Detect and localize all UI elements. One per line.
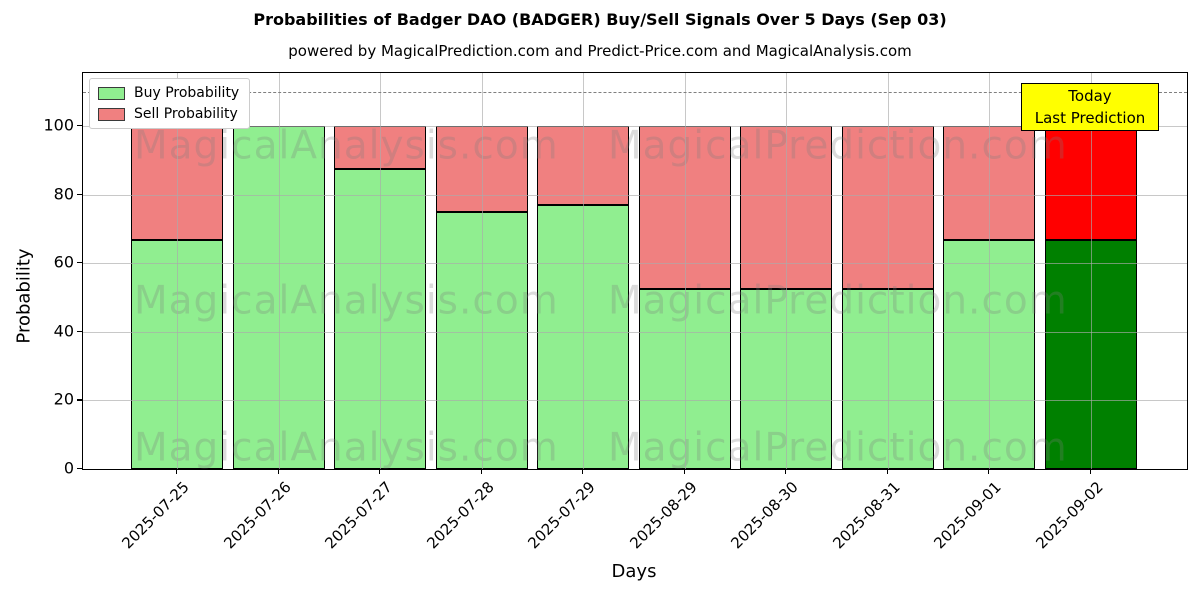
grid-line-v <box>583 73 584 469</box>
y-tick-label: 40 <box>53 321 74 341</box>
x-tick-mark <box>480 469 482 474</box>
y-tick-label: 60 <box>53 252 74 272</box>
bar-segment-sell-2025-08-31 <box>841 126 934 290</box>
x-tick-label: 2025-07-26 <box>219 478 295 553</box>
bar-segment-buy-2025-07-27 <box>334 169 426 469</box>
today-annotation-line1: Today <box>1068 87 1112 105</box>
bar-segment-buy-2025-08-29 <box>638 289 731 469</box>
y-tick-label: 80 <box>53 184 74 204</box>
grid-line-v <box>481 73 483 469</box>
bar-segment-sell-2025-07-27 <box>334 126 426 169</box>
grid-line-h <box>83 263 1187 265</box>
y-tick-mark <box>77 399 82 401</box>
sell-swatch <box>98 107 125 121</box>
x-tick-label: 2025-08-30 <box>727 478 802 553</box>
grid-line-h <box>83 400 1187 402</box>
grid-line-v <box>177 73 178 469</box>
x-axis-title: Days <box>611 561 657 582</box>
x-tick-mark <box>988 469 990 474</box>
chart-title: Probabilities of Badger DAO (BADGER) Buy… <box>253 10 947 29</box>
watermark-layer: MagicalAnalysis.com MagicalPrediction.com… <box>83 73 1187 471</box>
x-tick-label: 2025-07-29 <box>524 478 599 553</box>
bar-segment-buy-2025-07-28 <box>435 211 528 469</box>
x-tick-mark <box>379 469 381 474</box>
watermark-text: MagicalAnalysis.com <box>134 123 559 169</box>
legend: Buy Probability Sell Probability <box>89 78 251 129</box>
y-tick-mark <box>77 468 82 470</box>
y-tick-label: 100 <box>43 115 74 135</box>
grid-line-v <box>786 73 787 469</box>
x-tick-label: 2025-09-01 <box>930 478 1005 553</box>
grid-line-v <box>887 73 889 469</box>
grid-line-v <box>278 73 280 469</box>
y-tick-label: 0 <box>63 458 74 478</box>
watermark-text: MagicalPrediction.com <box>608 425 1068 471</box>
bar-segment-buy-2025-07-25 <box>131 240 223 469</box>
legend-label-sell: Sell Probability <box>134 106 238 122</box>
grid-line-v <box>380 73 381 469</box>
watermark-text: MagicalPrediction.com <box>608 123 1068 169</box>
x-tick-label: 2025-08-29 <box>625 478 701 553</box>
watermark-text: MagicalAnalysis.com <box>134 425 559 471</box>
x-tick-mark <box>176 469 178 474</box>
grid-line-h <box>83 194 1187 196</box>
x-tick-mark <box>1089 469 1091 474</box>
x-tick-mark <box>886 469 888 474</box>
legend-item-buy: Buy Probability <box>98 85 239 101</box>
bar-segment-sell-2025-08-29 <box>638 126 731 290</box>
buy-swatch <box>98 86 125 100</box>
watermark-text: MagicalPrediction.com <box>608 278 1068 324</box>
y-tick-mark <box>77 193 82 195</box>
x-tick-mark <box>277 469 279 474</box>
y-tick-mark <box>77 262 82 264</box>
x-tick-mark <box>785 469 787 474</box>
x-tick-label: 2025-08-31 <box>828 478 904 553</box>
y-tick-mark <box>77 125 82 127</box>
bar-segment-sell-2025-07-25 <box>131 126 223 241</box>
bar-segment-buy-2025-08-30 <box>740 289 832 469</box>
grid-line-v <box>684 73 686 469</box>
today-annotation-line2: Last Prediction <box>1034 109 1146 127</box>
grid-line-v <box>1090 73 1092 469</box>
bar-segment-sell-2025-09-01 <box>943 126 1035 241</box>
bar-segment-buy-2025-07-26 <box>232 126 325 469</box>
grid-line-h <box>83 331 1187 333</box>
x-tick-label: 2025-07-27 <box>321 478 396 553</box>
y-tick-mark <box>77 330 82 333</box>
grid-layer <box>83 73 1187 469</box>
bar-segment-sell-2025-07-29 <box>537 126 629 205</box>
chart-subtitle: powered by MagicalPrediction.com and Pre… <box>288 42 912 60</box>
bar-segment-buy-2025-09-01 <box>943 240 1035 469</box>
y-tick-label: 20 <box>53 389 74 409</box>
x-tick-mark <box>683 469 685 474</box>
watermark-text: MagicalAnalysis.com <box>134 278 559 324</box>
bar-segment-sell-2025-07-28 <box>435 126 528 212</box>
bar-segment-buy-2025-09-02 <box>1044 240 1137 469</box>
plot-area: MagicalAnalysis.com MagicalPrediction.com… <box>82 72 1188 471</box>
legend-item-sell: Sell Probability <box>98 106 239 122</box>
bar-segment-sell-2025-08-30 <box>740 126 832 290</box>
legend-label-buy: Buy Probability <box>134 85 240 101</box>
grid-line-v <box>989 73 990 469</box>
bar-segment-buy-2025-08-31 <box>841 289 934 469</box>
x-tick-label: 2025-07-28 <box>422 478 498 553</box>
today-annotation: Today Last Prediction <box>1021 83 1159 131</box>
x-tick-label: 2025-07-25 <box>118 478 193 553</box>
x-tick-label: 2025-09-02 <box>1031 478 1107 553</box>
bar-segment-buy-2025-07-29 <box>537 205 629 469</box>
bar-segment-sell-2025-09-02 <box>1044 126 1137 241</box>
bars-layer <box>83 73 1187 469</box>
x-tick-mark <box>582 469 584 474</box>
